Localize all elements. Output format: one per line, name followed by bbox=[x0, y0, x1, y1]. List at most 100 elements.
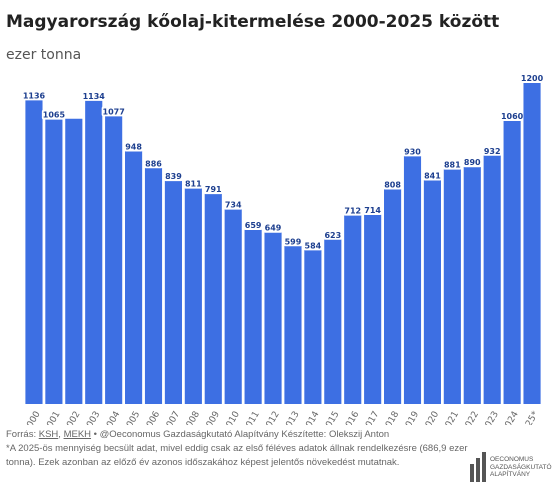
value-label-bg bbox=[422, 170, 442, 181]
value-label: 1077 bbox=[103, 107, 125, 116]
x-tick-label: 2013 bbox=[282, 410, 302, 425]
value-label-bg bbox=[144, 158, 163, 169]
value-label: 1134 bbox=[83, 92, 106, 101]
source: Forrás: KSH, MEKH • @Oeconomus Gazdaságk… bbox=[6, 429, 390, 440]
bar bbox=[204, 189, 222, 404]
x-tick-label: 2015 bbox=[321, 410, 341, 425]
value-label-bg bbox=[442, 159, 462, 170]
value-label-bg bbox=[303, 240, 323, 251]
x-tick-label: 2007 bbox=[162, 410, 182, 425]
value-label: 623 bbox=[324, 231, 341, 240]
bar bbox=[144, 163, 163, 404]
bar bbox=[85, 95, 103, 405]
footer: Forrás: KSH, MEKH • @Oeconomus Gazdaságk… bbox=[6, 428, 468, 470]
value-label-bg bbox=[482, 145, 502, 156]
value-label-bg bbox=[124, 141, 144, 152]
value-label: 1200 bbox=[521, 74, 544, 83]
x-tick-label: 2010 bbox=[222, 410, 242, 425]
x-tick-label: 2014 bbox=[302, 410, 322, 425]
x-tick-label: 2012 bbox=[262, 410, 282, 425]
value-label: 791 bbox=[205, 185, 222, 194]
x-tick-label: 2006 bbox=[142, 410, 162, 425]
value-label: 1136 bbox=[23, 91, 46, 100]
bar bbox=[364, 210, 382, 404]
x-tick-label: 2017 bbox=[361, 410, 381, 425]
x-tick-label: 2018 bbox=[381, 410, 401, 425]
bar bbox=[483, 150, 501, 404]
value-label: 714 bbox=[364, 206, 381, 215]
value-label-bg bbox=[21, 90, 46, 101]
x-tick-label: 2019 bbox=[401, 410, 421, 425]
x-tick-label: 2024 bbox=[501, 410, 521, 425]
bar bbox=[65, 118, 83, 404]
bar bbox=[164, 176, 182, 404]
value-label: 1060 bbox=[501, 112, 524, 121]
value-label-bg bbox=[163, 171, 183, 182]
bar bbox=[244, 224, 262, 404]
value-label-bg bbox=[243, 219, 263, 230]
bar bbox=[523, 78, 541, 404]
value-label-bg bbox=[223, 199, 243, 210]
value-label: 599 bbox=[285, 237, 302, 246]
value-label-bg bbox=[343, 205, 363, 216]
logo-text: ALAPÍTVÁNY bbox=[490, 471, 531, 478]
x-tick-label: 2003 bbox=[82, 410, 102, 425]
value-label: 839 bbox=[165, 172, 182, 181]
value-label-bg bbox=[363, 205, 383, 216]
bar bbox=[184, 183, 202, 404]
value-label: 584 bbox=[305, 241, 322, 250]
value-label: 948 bbox=[125, 142, 142, 151]
value-label-bg bbox=[203, 184, 223, 195]
x-tick-label: 2002 bbox=[62, 410, 82, 425]
value-label-bg bbox=[41, 109, 66, 120]
x-tick-label: 2022 bbox=[461, 410, 481, 425]
source-link[interactable]: KSH bbox=[38, 429, 59, 440]
value-label: 659 bbox=[245, 221, 262, 230]
value-label-bg bbox=[283, 236, 303, 247]
logo-text: OECONOMUS bbox=[490, 456, 534, 463]
value-label: 811 bbox=[185, 180, 202, 189]
bar bbox=[25, 95, 43, 405]
bar bbox=[423, 175, 441, 404]
x-tick-label: 2016 bbox=[341, 410, 361, 425]
x-tick-label: 2011 bbox=[242, 410, 262, 425]
source-link[interactable]: MEKH bbox=[63, 429, 92, 440]
logo-text: GAZDASÁGKUTATÓ bbox=[490, 463, 552, 471]
bar bbox=[384, 184, 402, 404]
value-label-bg bbox=[500, 111, 525, 122]
x-tick-label: 2000 bbox=[23, 410, 43, 425]
value-label: 712 bbox=[344, 207, 361, 216]
value-label-bg bbox=[81, 90, 106, 101]
x-tick-label: 2025* bbox=[518, 409, 541, 425]
source-prefix: Forrás: bbox=[6, 429, 37, 440]
value-label-bg bbox=[183, 178, 203, 189]
value-label: 808 bbox=[384, 180, 401, 189]
value-label: 649 bbox=[265, 224, 282, 233]
x-tick-label: 2023 bbox=[481, 410, 501, 425]
value-label: 841 bbox=[424, 172, 441, 181]
chart: Magyarország kőolaj-kitermelése 2000-202… bbox=[6, 12, 545, 425]
x-tick-label: 2005 bbox=[122, 410, 142, 425]
value-label-bg bbox=[403, 146, 422, 157]
bar bbox=[45, 114, 63, 405]
x-tick-label: 2021 bbox=[441, 410, 461, 425]
bar bbox=[403, 151, 422, 404]
value-label: 734 bbox=[225, 201, 242, 210]
value-label-bg bbox=[520, 73, 545, 83]
source-credit: • @Oeconomus Gazdaságkutató Alapítvány K… bbox=[93, 429, 390, 440]
x-tick-label: 2004 bbox=[102, 410, 122, 425]
x-tick-label: 2020 bbox=[421, 410, 441, 425]
value-label-bg bbox=[101, 106, 126, 117]
chart-title: Magyarország kőolaj-kitermelése 2000-202… bbox=[6, 12, 499, 32]
value-label: 1065 bbox=[43, 111, 66, 120]
bar bbox=[264, 227, 282, 404]
value-label-bg bbox=[383, 179, 403, 190]
bar bbox=[324, 234, 342, 404]
value-label: 890 bbox=[464, 158, 481, 167]
logo: OECONOMUS GAZDASÁGKUTATÓ ALAPÍTVÁNY bbox=[490, 456, 552, 479]
logo-icon bbox=[470, 452, 486, 482]
value-label: 886 bbox=[145, 159, 162, 168]
x-tick-label: 2008 bbox=[182, 410, 202, 425]
bar bbox=[284, 241, 302, 404]
value-label-bg bbox=[263, 222, 283, 233]
